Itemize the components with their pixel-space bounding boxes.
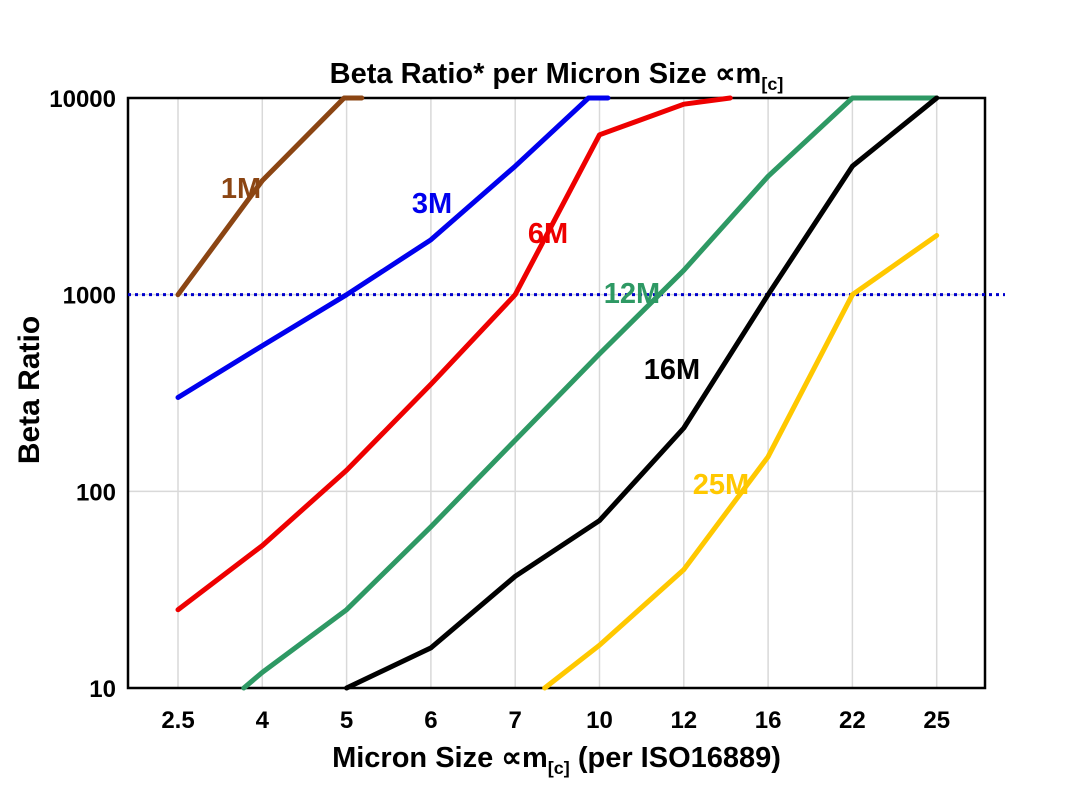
series-line-12M [241,95,940,691]
series-line-25M [542,233,940,691]
chart-title-subscript: [c] [761,73,784,94]
x-axis-title-subscript: [c] [547,757,570,778]
x-tick-label: 16 [755,707,782,734]
series-label-12M: 12M [604,278,660,310]
series-line-1M [175,95,365,298]
x-axis-title-text: Micron Size [332,742,502,774]
chart-title-text: Beta Ratio* per Micron Size [329,58,715,90]
chart-title: Beta Ratio* per Micron Size ∝m[c] [128,56,985,95]
x-tick-label: 12 [670,707,697,734]
series-line-16M [344,95,940,691]
series-label-1M: 1M [221,173,261,205]
micron-symbol: ∝m [501,742,548,774]
micron-symbol: ∝m [714,58,762,90]
x-tick-label: 10 [586,707,613,734]
x-axis-title: Micron Size ∝m[c] (per ISO16889) [128,740,985,779]
series-label-16M: 16M [644,354,700,386]
x-tick-label: 4 [256,707,270,734]
y-tick-label: 100 [76,479,116,506]
series-label-3M: 3M [412,188,452,220]
x-tick-label: 6 [424,707,437,734]
y-tick-label: 10000 [49,86,116,113]
y-tick-label: 1000 [63,283,116,310]
x-tick-label: 2.5 [161,707,194,734]
y-tick-label: 10 [89,676,116,703]
x-tick-label: 22 [839,707,866,734]
series-line-6M [175,95,733,613]
plot-frame [126,96,987,690]
x-tick-label: 5 [340,707,353,734]
x-tick-label: 25 [923,707,950,734]
series-label-6M: 6M [528,218,568,250]
series-label-25M: 25M [693,469,749,501]
x-tick-label: 7 [509,707,522,734]
x-axis-title-suffix: (per ISO16889) [569,742,781,774]
series-line-3M [175,95,611,400]
